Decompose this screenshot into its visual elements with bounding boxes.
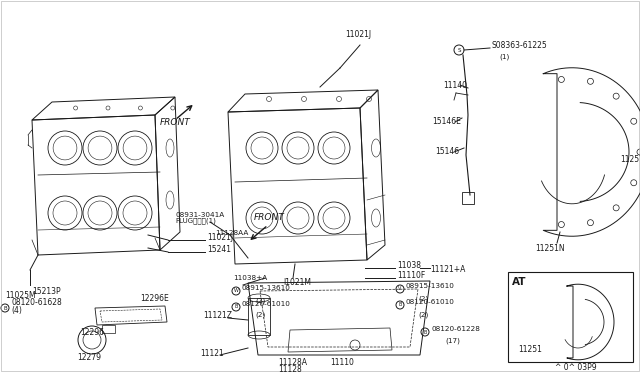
Bar [508, 272, 633, 362]
Text: S08363-61225: S08363-61225 [491, 41, 547, 49]
Text: 08120-61228: 08120-61228 [431, 326, 480, 332]
Text: 08931-3041A: 08931-3041A [175, 212, 224, 218]
Text: PLUGプラグ(1): PLUGプラグ(1) [175, 217, 216, 224]
Text: B: B [423, 330, 427, 334]
Text: 11038: 11038 [397, 260, 421, 269]
Text: B: B [398, 302, 402, 308]
Text: 15146E: 15146E [432, 118, 461, 126]
Text: 11038+A: 11038+A [233, 275, 268, 281]
Text: 11025M: 11025M [5, 291, 36, 300]
Text: 15213P: 15213P [32, 287, 61, 296]
Text: B: B [3, 305, 7, 311]
Text: FRONT: FRONT [254, 213, 285, 222]
Text: 11140: 11140 [443, 80, 467, 90]
Text: 11021J: 11021J [207, 232, 233, 241]
Text: 11110: 11110 [330, 358, 354, 367]
Text: 11121+A: 11121+A [430, 265, 465, 274]
Text: 11121Z: 11121Z [203, 311, 232, 320]
Text: (4): (4) [11, 306, 22, 315]
Text: AT: AT [512, 277, 527, 287]
Text: 12296: 12296 [80, 328, 104, 337]
Text: 11021J: 11021J [345, 30, 371, 39]
Text: 08120-61010: 08120-61010 [242, 301, 291, 307]
Text: W: W [234, 289, 239, 294]
Text: 12279: 12279 [77, 353, 101, 362]
Text: (2): (2) [255, 297, 265, 304]
Text: 11251: 11251 [518, 345, 542, 354]
Text: 15241: 15241 [207, 244, 231, 253]
Text: S: S [457, 48, 461, 52]
Text: 08120-61010: 08120-61010 [406, 299, 455, 305]
Text: 11251N: 11251N [535, 244, 564, 253]
Text: 08915-13610: 08915-13610 [406, 283, 455, 289]
Text: I1021M: I1021M [283, 278, 311, 287]
Text: (2): (2) [255, 312, 265, 318]
Text: 08120-61628: 08120-61628 [11, 298, 61, 307]
Text: 11110F: 11110F [397, 270, 425, 279]
Text: 11121: 11121 [200, 349, 224, 357]
Text: (17): (17) [445, 337, 460, 343]
Text: 08915-13610: 08915-13610 [242, 285, 291, 291]
Text: 11128AA: 11128AA [215, 230, 248, 236]
Text: (2): (2) [418, 311, 428, 317]
Text: 15146: 15146 [435, 148, 459, 157]
Text: V: V [398, 286, 402, 292]
Text: 11128: 11128 [278, 365, 301, 372]
Text: FRONT: FRONT [160, 118, 191, 127]
Text: (1): (1) [499, 53, 509, 60]
Text: 11128A: 11128A [278, 358, 307, 367]
Text: ^ 0^ 03P9: ^ 0^ 03P9 [555, 363, 596, 372]
Text: (2): (2) [418, 295, 428, 301]
Text: 12296E: 12296E [140, 294, 169, 303]
Text: B: B [234, 305, 237, 310]
Text: 11251: 11251 [620, 155, 640, 164]
